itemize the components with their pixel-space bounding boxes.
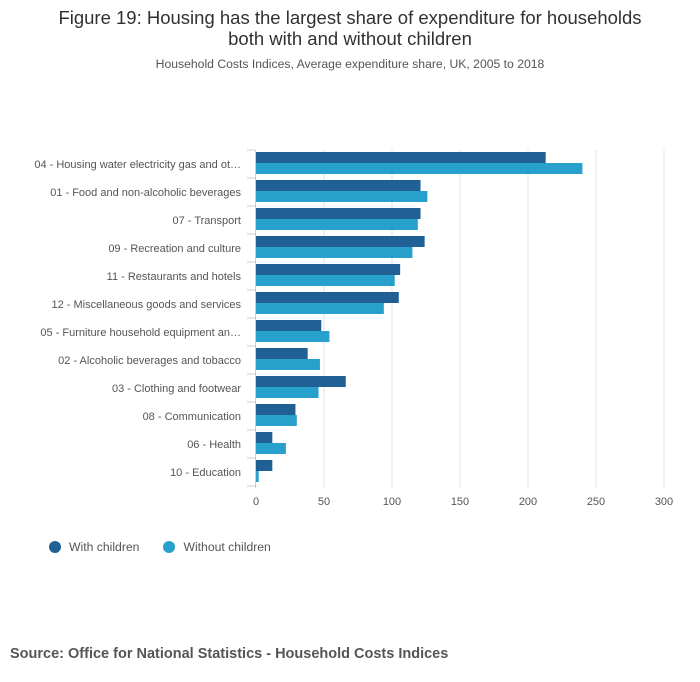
chart-title-line-1: Figure 19: Housing has the largest share… [58,7,642,28]
bar-with-children [256,264,401,275]
bar-without-children [256,191,428,202]
x-tick-label: 300 [655,496,673,508]
category-label: 11 - Restaurants and hotels [107,271,242,283]
legend-item-with-children[interactable]: With children [49,540,139,554]
x-tick-label: 0 [253,496,259,508]
x-tick-label: 200 [519,496,537,508]
legend-item-without-children[interactable]: Without children [163,540,271,554]
bar-with-children [256,236,425,247]
bar-with-children [256,320,322,331]
bar-with-children [256,348,308,359]
bar-without-children [256,303,384,314]
legend-label-with-children: With children [69,540,140,554]
category-label: 06 - Health [187,439,241,451]
category-label: 10 - Education [170,467,241,479]
bar-without-children [256,415,297,426]
bar-without-children [256,359,320,370]
category-label: 12 - Miscellaneous goods and services [51,299,241,311]
category-label: 04 - Housing water electricity gas and o… [34,159,241,171]
x-tick-label: 100 [383,496,401,508]
bar-with-children [256,292,399,303]
x-tick-label: 250 [587,496,605,508]
bar-without-children [256,219,418,230]
legend-swatch-without-children [163,541,176,553]
bar-without-children [256,471,259,482]
chart-title: Figure 19: Housing has the largest share… [0,7,700,49]
legend-label-without-children: Without children [183,540,271,554]
x-tick-label: 150 [451,496,469,508]
category-label: 09 - Recreation and culture [108,243,241,255]
chart-legend: With children Without children [49,540,295,554]
bar-with-children [256,432,273,443]
category-label: 08 - Communication [143,411,241,423]
bar-with-children [256,180,421,191]
category-label: 05 - Furniture household equipment an… [40,327,241,339]
chart-subtitle: Household Costs Indices, Average expendi… [155,57,545,71]
bar-with-children [256,460,273,471]
bar-with-children [256,376,346,387]
category-label: 01 - Food and non-alcoholic beverages [50,187,241,199]
bar-without-children [256,331,330,342]
x-tick-label: 50 [318,496,330,508]
bar-without-children [256,247,413,258]
chart-title-line-2: both with and without children [228,28,472,49]
category-label: 02 - Alcoholic beverages and tobacco [58,355,241,367]
category-label: 07 - Transport [173,215,241,227]
bar-without-children [256,443,286,454]
bar-with-children [256,208,421,219]
bar-without-children [256,275,395,286]
source-note: Source: Office for National Statistics -… [10,646,449,662]
bar-with-children [256,404,296,415]
category-label: 03 - Clothing and footwear [112,383,241,395]
bar-with-children [256,152,546,163]
legend-swatch-with-children [49,541,61,553]
bar-without-children [256,387,319,398]
bar-without-children [256,163,583,174]
